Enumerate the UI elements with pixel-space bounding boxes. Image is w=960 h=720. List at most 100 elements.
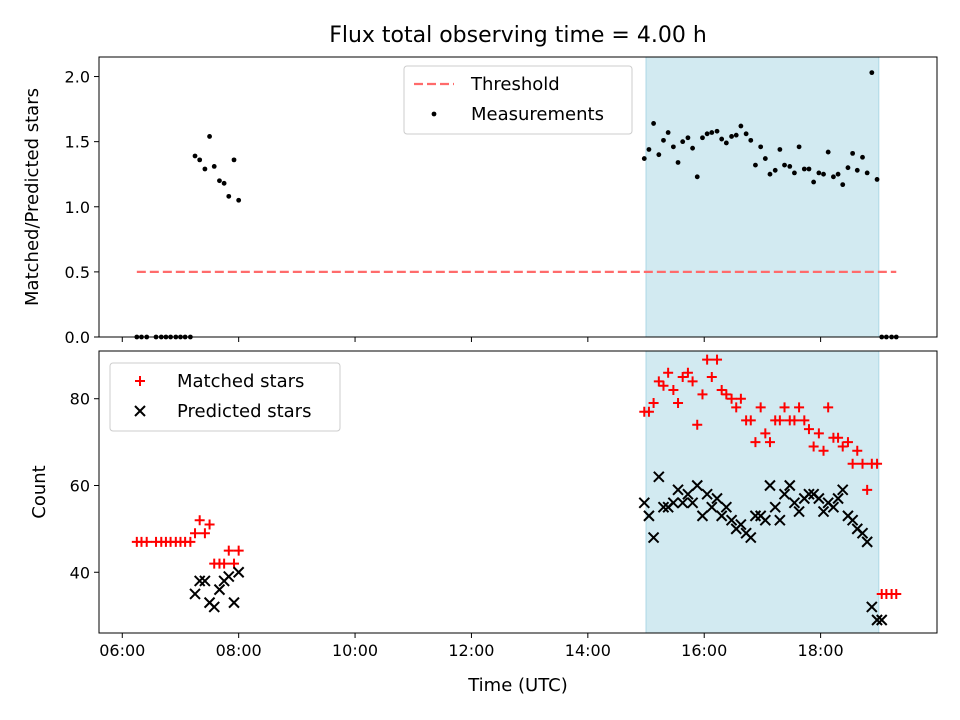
top-series-0-point bbox=[792, 170, 797, 176]
bot-y-tick-label: 40 bbox=[70, 563, 90, 582]
bot-series-1-point bbox=[861, 536, 873, 548]
x-tick-label: 08:00 bbox=[216, 641, 262, 660]
bot-series-1-point bbox=[667, 497, 680, 509]
bot-series-1-point bbox=[764, 479, 776, 492]
bot-series-1-point bbox=[223, 570, 235, 583]
x-tick-label: 10:00 bbox=[332, 641, 378, 660]
bottom-y-axis-label: Count bbox=[29, 465, 50, 518]
bot-series-1-point bbox=[784, 479, 796, 492]
x-axis-label: Time (UTC) bbox=[467, 675, 568, 696]
top-observing-window bbox=[646, 57, 879, 337]
top-series-0-point bbox=[869, 70, 875, 76]
top-series-0-point bbox=[738, 123, 744, 129]
top-series-0-point bbox=[874, 177, 880, 182]
bot-series-1-point bbox=[837, 484, 849, 496]
bot-series-1-point bbox=[827, 501, 840, 513]
top-series-0-point bbox=[772, 167, 778, 173]
bot-series-0-point bbox=[794, 402, 805, 413]
bot-series-1-point bbox=[735, 518, 747, 531]
top-series-0-point bbox=[661, 137, 666, 143]
bot-series-1-point bbox=[769, 501, 781, 513]
bot-legend-box bbox=[109, 362, 341, 432]
bot-series-0-point bbox=[803, 424, 814, 435]
top-series-0-point bbox=[864, 170, 870, 176]
bot-series-0-point bbox=[673, 398, 684, 409]
bot-series-1-point bbox=[706, 501, 718, 513]
top-series-0-point bbox=[796, 144, 802, 150]
bot-series-0-point bbox=[755, 402, 766, 413]
bot-series-0-point bbox=[204, 519, 215, 530]
bot-series-1-point bbox=[213, 583, 226, 596]
bot-series-1-point bbox=[759, 514, 772, 526]
bot-series-1-point bbox=[682, 488, 694, 500]
top-series-0-point bbox=[646, 147, 652, 152]
bot-series-1-point bbox=[657, 501, 670, 513]
top-series-0-point bbox=[694, 174, 700, 180]
top-series-0-point bbox=[850, 150, 856, 156]
bot-series-1-point bbox=[803, 488, 815, 500]
top-series-0-point bbox=[700, 135, 705, 141]
top-series-0-point bbox=[854, 167, 860, 173]
bot-series-1-point bbox=[638, 497, 650, 509]
x-tick-label: 14:00 bbox=[565, 641, 611, 660]
bot-series-0-point bbox=[716, 385, 727, 396]
bot-series-0-point bbox=[643, 406, 654, 417]
bot-series-0-point bbox=[872, 458, 883, 469]
bot-series-0-point bbox=[852, 445, 863, 456]
bot-series-0-point bbox=[706, 372, 717, 383]
bot-series-1-point bbox=[711, 492, 723, 505]
top-series-0-point bbox=[236, 197, 242, 203]
top-series-0-point bbox=[729, 134, 734, 139]
bot-series-1-point bbox=[653, 471, 665, 483]
bot-series-0-point bbox=[185, 536, 196, 547]
top-series-0-point bbox=[675, 160, 681, 165]
top-series-0-point bbox=[845, 165, 851, 171]
top-series-0-point bbox=[782, 162, 787, 168]
top-series-0-point bbox=[670, 144, 676, 150]
top-series-0-point bbox=[733, 132, 739, 138]
bot-series-1-point bbox=[696, 510, 709, 522]
top-series-0-point bbox=[202, 166, 208, 172]
top-series-0-point bbox=[743, 131, 749, 137]
top-series-0-point bbox=[704, 131, 710, 137]
bot-series-0-point bbox=[702, 354, 713, 365]
bot-series-1-point bbox=[866, 601, 878, 613]
bot-series-0-point bbox=[726, 393, 737, 404]
bot-series-1-point bbox=[813, 492, 825, 505]
top-legend-box bbox=[403, 65, 633, 135]
bottom-legend: Matched stars Predicted stars bbox=[109, 362, 341, 432]
top-series-0-point bbox=[777, 147, 783, 152]
bot-series-0-point bbox=[712, 354, 723, 365]
top-series-0-point bbox=[221, 180, 227, 186]
top-series-0-point bbox=[753, 162, 758, 168]
bot-series-1-point bbox=[686, 497, 699, 509]
top-series-0-point bbox=[207, 134, 212, 139]
bot-series-1-point bbox=[691, 479, 703, 492]
top-series-0-point bbox=[651, 121, 656, 126]
top-series-0-point bbox=[231, 157, 237, 163]
bot-series-1-point bbox=[817, 505, 830, 518]
bot-series-1-point bbox=[720, 501, 733, 513]
top-legend-label-1: Measurements bbox=[471, 104, 604, 125]
bot-series-0-point bbox=[808, 441, 819, 452]
top-series-0-point bbox=[860, 154, 865, 160]
bot-series-1-point bbox=[871, 614, 883, 626]
bot-series-0-point bbox=[813, 428, 824, 439]
bot-series-1-point bbox=[676, 497, 689, 509]
x-tick-label: 18:00 bbox=[798, 641, 844, 660]
bot-legend-label-0: Matched stars bbox=[177, 371, 304, 392]
bot-series-0-point bbox=[731, 402, 742, 413]
bot-series-0-point bbox=[687, 376, 698, 387]
bot-series-0-point bbox=[847, 458, 858, 469]
bot-series-1-point bbox=[876, 614, 888, 626]
bot-series-0-point bbox=[891, 588, 902, 599]
bot-series-0-point bbox=[842, 437, 853, 448]
bot-series-0-point bbox=[837, 441, 848, 452]
top-panel: 0.0 0.5 1.0 1.5 2.0 Threshold Measurements bbox=[65, 56, 938, 347]
bot-series-0-point bbox=[663, 367, 674, 378]
bot-series-1-point bbox=[846, 514, 859, 526]
bot-series-0-point bbox=[833, 432, 844, 443]
top-series-0-point bbox=[811, 179, 817, 185]
bot-series-0-point bbox=[697, 389, 708, 400]
